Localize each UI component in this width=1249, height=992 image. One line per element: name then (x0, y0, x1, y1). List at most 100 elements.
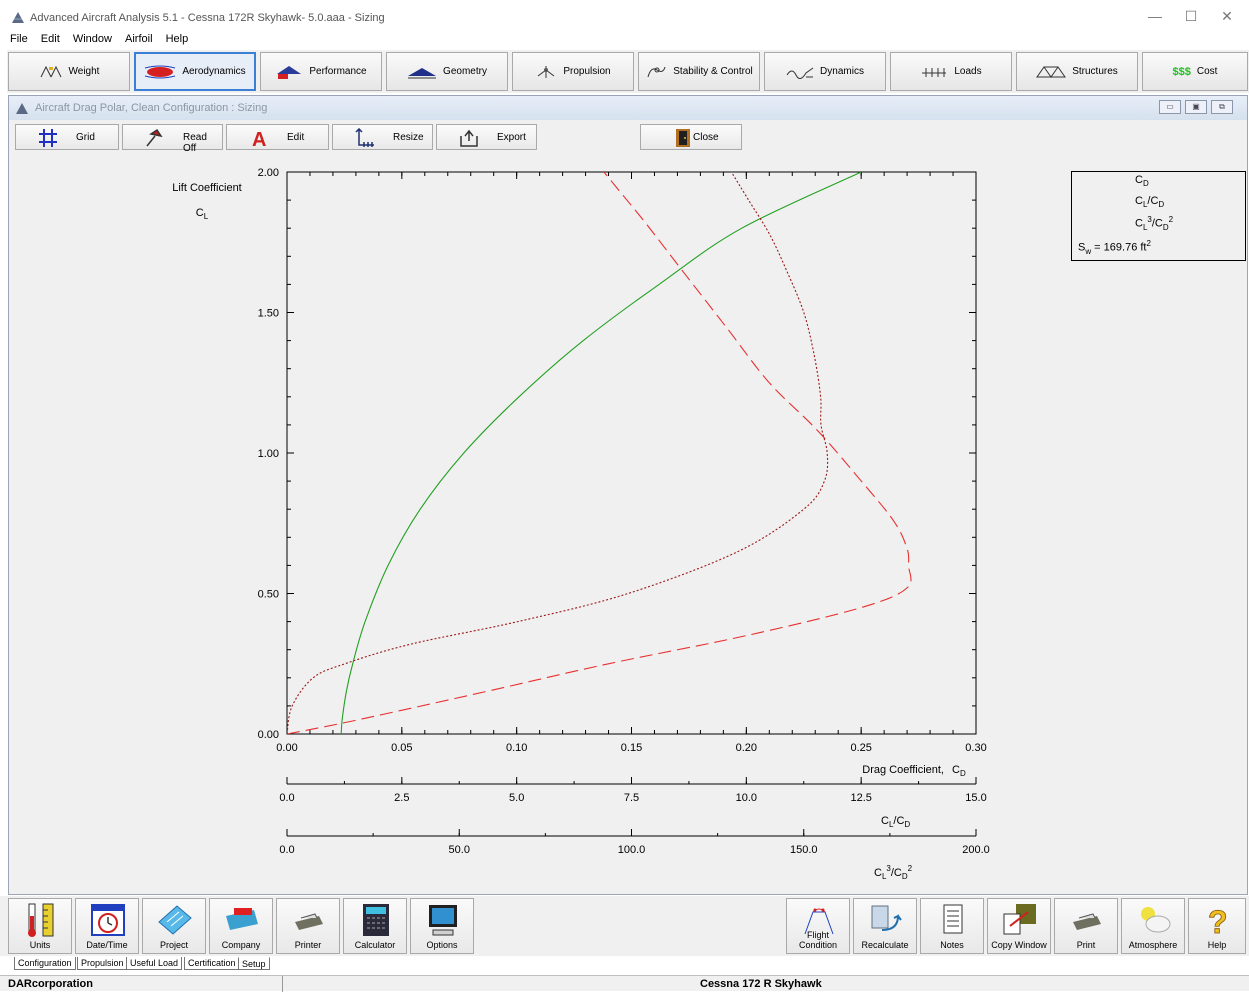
weight-scale-icon (40, 65, 61, 77)
child-restore-button[interactable]: ⧉ (1211, 100, 1233, 114)
resize-axes-icon (355, 128, 374, 147)
child-window-title-bar: Aircraft Drag Polar, Clean Configuration… (9, 96, 1247, 120)
tab-propulsion[interactable]: Propulsion (77, 957, 128, 970)
date-time-button[interactable]: Date/Time (75, 898, 139, 954)
printer-button[interactable]: Printer (276, 898, 340, 954)
drag-polar-window: Aircraft Drag Polar, Clean Configuration… (8, 95, 1248, 895)
atmosphere-button[interactable]: Atmosphere (1121, 898, 1185, 954)
blueprint-icon (158, 905, 192, 935)
module-weight-button[interactable]: Weight (8, 52, 130, 91)
cl3-cd2-axis-label: CL3/CD2 (874, 864, 913, 881)
project-button[interactable]: Project (142, 898, 206, 954)
x-tick-label: 0.25 (850, 742, 871, 754)
menu-window[interactable]: Window (72, 33, 112, 45)
secondary-tick-label: 15.0 (965, 792, 986, 804)
notes-button[interactable]: Notes (920, 898, 984, 954)
close-plot-button[interactable]: Close (640, 124, 742, 150)
wing-geometry-icon (408, 67, 437, 78)
tab-useful-load[interactable]: Useful Load (126, 957, 183, 970)
maximize-button[interactable]: ☐ (1184, 8, 1198, 24)
menu-help[interactable]: Help (165, 33, 189, 45)
truss-icon (1036, 66, 1067, 78)
status-company: DARcorporation (8, 978, 93, 990)
menu-edit[interactable]: Edit (40, 33, 60, 45)
read-off-button[interactable]: Read Off (122, 124, 223, 154)
secondary-tick-label: 5.0 (509, 792, 524, 804)
menu-file[interactable]: File (10, 33, 28, 45)
printer-icon (295, 913, 323, 930)
help-button[interactable]: ? Help (1188, 898, 1246, 954)
secondary-tick-label: 200.0 (962, 844, 990, 856)
secondary-tick-label: 150.0 (790, 844, 818, 856)
grid-icon (39, 129, 57, 147)
minimize-button[interactable]: — (1148, 8, 1162, 24)
calendar-clock-icon (91, 904, 125, 936)
company-button[interactable]: Company (209, 898, 273, 954)
status-divider (282, 976, 283, 992)
module-structures-button[interactable]: Structures (1016, 52, 1138, 91)
read-off-icon (146, 128, 163, 147)
module-cost-button[interactable]: $$$ Cost (1142, 52, 1248, 91)
print-button[interactable]: Print (1054, 898, 1118, 954)
child-maximize-button[interactable]: ▣ (1185, 100, 1207, 114)
copy-window-icon (1003, 904, 1036, 935)
module-dynamics-button[interactable]: Dynamics (764, 52, 886, 91)
close-app-button[interactable]: ✕ (1221, 8, 1233, 24)
secondary-tick-label: 100.0 (618, 844, 646, 856)
wing-area-note: Sw = 169.76 ft2 (1078, 239, 1151, 256)
x-tick-label: 0.00 (276, 742, 297, 754)
dollar-icon: $$$ (1172, 65, 1191, 78)
resize-button[interactable]: Resize (332, 124, 433, 150)
options-button[interactable]: Options (410, 898, 474, 954)
cl-cd-axis-label: CL/CD (881, 815, 910, 829)
window-title-bar: Advanced Aircraft Analysis 5.1 - Cessna … (0, 0, 1249, 32)
secondary-tick-label: 10.0 (736, 792, 757, 804)
loads-icon (922, 67, 947, 77)
tab-setup[interactable]: Setup (238, 957, 270, 970)
dynamics-icon (786, 67, 814, 79)
edit-button[interactable]: A Edit (226, 124, 329, 150)
secondary-tick-label: 2.5 (394, 792, 409, 804)
tab-certification[interactable]: Certification (184, 957, 240, 970)
flight-condition-icon (804, 908, 834, 935)
secondary-tick-label: 0.0 (279, 792, 294, 804)
propeller-icon (538, 65, 555, 78)
edit-letter-icon: A (252, 129, 266, 148)
sheet-tabs: Configuration Propulsion Useful Load Cer… (0, 957, 1249, 971)
tab-configuration[interactable]: Configuration (14, 957, 76, 970)
svg-text:A: A (252, 129, 266, 148)
flight-condition-button[interactable]: Flight Condition (786, 898, 850, 954)
x-tick-label: 0.20 (736, 742, 757, 754)
legend-label-cd: CD (1135, 174, 1149, 189)
module-geometry-button[interactable]: Geometry (386, 52, 508, 91)
secondary-tick-label: 12.5 (850, 792, 871, 804)
units-button[interactable]: Units (8, 898, 72, 954)
svg-text:?: ? (1208, 904, 1228, 938)
y-tick-label: 2.00 (258, 167, 279, 179)
calculator-button[interactable]: Calculator (343, 898, 407, 954)
module-performance-button[interactable]: Performance (260, 52, 382, 91)
drag-polar-chart: 0.00 0.50 1.00 1.50 2.00 Lift Coefficient CL 0.… (172, 167, 990, 881)
help-question-icon: ? (1208, 904, 1228, 938)
x-axis-symbol: CD (952, 764, 966, 778)
child-minimize-button[interactable]: ▭ (1159, 100, 1181, 114)
module-aerodynamics-button[interactable]: Aerodynamics (134, 52, 256, 91)
recalculate-icon (871, 905, 902, 931)
menu-bar: File Edit Window Airfoil Help (0, 32, 1249, 49)
cl-cd-curve (287, 172, 912, 734)
options-monitor-icon (429, 905, 457, 936)
grid-button[interactable]: Grid (15, 124, 119, 150)
module-stability-control-button[interactable]: Stability & Control (638, 52, 760, 91)
module-propulsion-button[interactable]: Propulsion (512, 52, 634, 91)
recalculate-button[interactable]: Recalculate (853, 898, 917, 954)
y-tick-label: 1.50 (258, 308, 279, 320)
x-tick-label: 0.05 (391, 742, 412, 754)
status-bar: DARcorporation Cessna 172 R Skyhawk (0, 975, 1249, 992)
module-loads-button[interactable]: Loads (890, 52, 1012, 91)
export-button[interactable]: Export (436, 124, 537, 150)
legend-label-cl-cd: CL/CD (1135, 195, 1165, 210)
secondary-tick-label: 50.0 (449, 844, 470, 856)
x-tick-label: 0.10 (506, 742, 527, 754)
copy-window-button[interactable]: Copy Window (987, 898, 1051, 954)
menu-airfoil[interactable]: Airfoil (125, 33, 153, 45)
